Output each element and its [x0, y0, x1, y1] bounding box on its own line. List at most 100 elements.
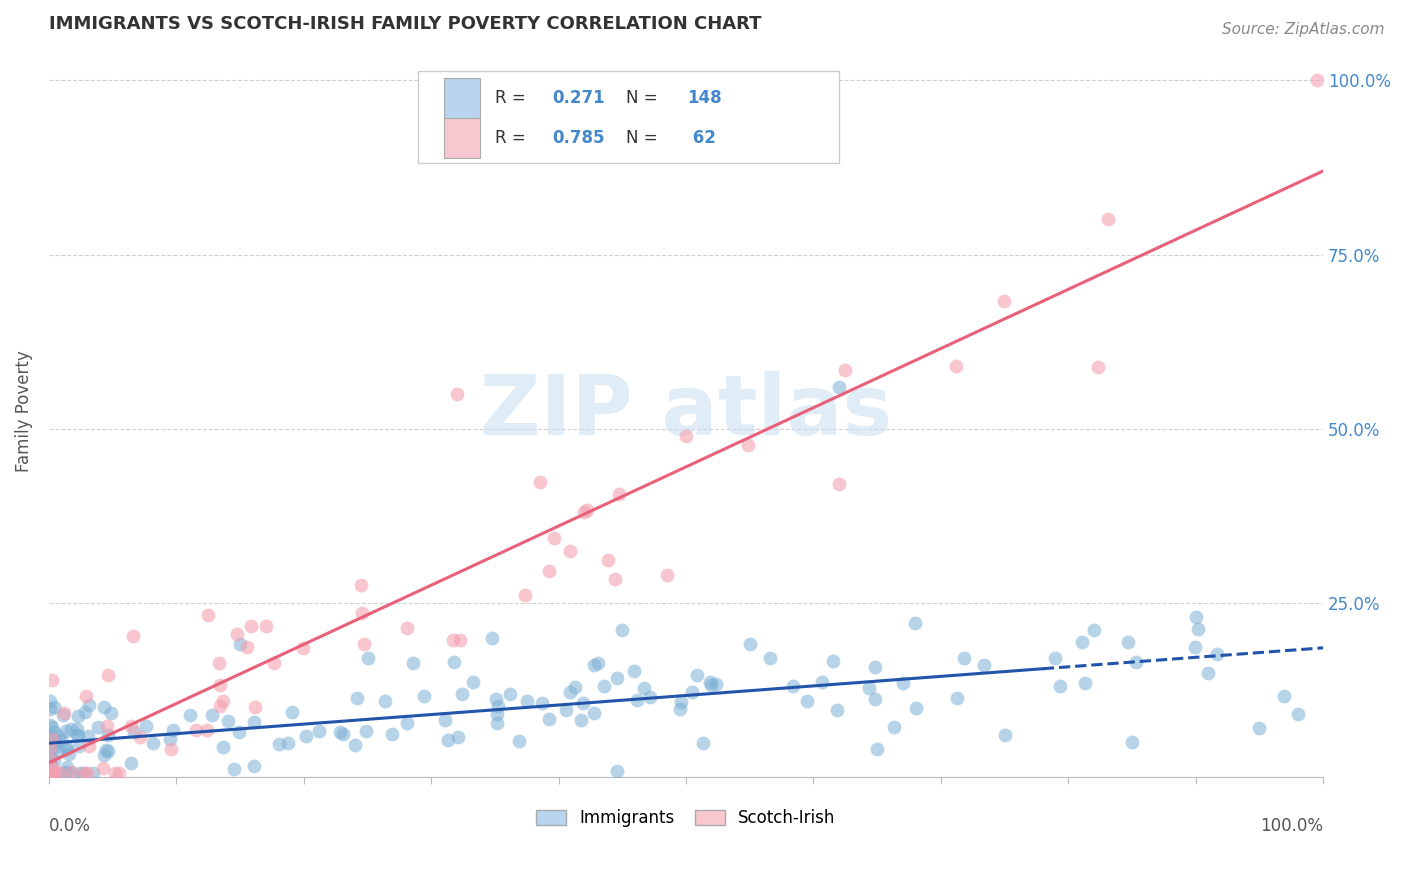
Point — [1043, 651, 1066, 665]
Point — [52, 708, 75, 723]
Point — [513, 588, 536, 602]
Point — [39, 742, 62, 756]
Point — [55, 760, 77, 774]
Point — [212, 740, 235, 755]
Point — [626, 692, 648, 706]
Point — [973, 657, 995, 672]
Point — [55, 765, 77, 780]
Bar — [444, 78, 479, 119]
Point — [834, 363, 856, 377]
Point — [42, 700, 65, 714]
Point — [381, 727, 404, 741]
Point — [120, 719, 142, 733]
Point — [277, 736, 299, 750]
Point — [243, 714, 266, 729]
Point — [39, 754, 62, 768]
Point — [93, 700, 115, 714]
Point — [891, 676, 914, 690]
Point — [41, 732, 63, 747]
Point — [1184, 640, 1206, 654]
Point — [569, 713, 592, 727]
Point — [93, 747, 115, 762]
Point — [329, 724, 352, 739]
Point — [593, 679, 616, 693]
Point — [343, 738, 366, 752]
Point — [443, 655, 465, 669]
Point — [243, 759, 266, 773]
Point — [48, 729, 70, 743]
Point — [759, 651, 782, 665]
Point — [197, 607, 219, 622]
Point — [159, 731, 181, 746]
Point — [737, 438, 759, 452]
Point — [582, 706, 605, 720]
Point — [77, 698, 100, 712]
Point — [704, 677, 727, 691]
Point — [350, 578, 373, 592]
Point — [1083, 624, 1105, 638]
Point — [1049, 679, 1071, 693]
Point — [537, 713, 560, 727]
Point — [211, 694, 233, 708]
Point — [44, 725, 66, 739]
Point — [675, 428, 697, 442]
Point — [59, 766, 82, 780]
Point — [436, 732, 458, 747]
Point — [1070, 635, 1092, 649]
Point — [55, 739, 77, 754]
Text: R =: R = — [495, 129, 531, 147]
Point — [583, 657, 606, 672]
Point — [508, 733, 530, 747]
Point — [97, 743, 120, 757]
Point — [353, 637, 375, 651]
Point — [446, 386, 468, 401]
Point — [39, 753, 62, 767]
Point — [603, 572, 626, 586]
Text: 0.785: 0.785 — [553, 129, 605, 147]
Point — [281, 706, 304, 720]
Point — [292, 640, 315, 655]
Point — [655, 567, 678, 582]
Point — [638, 690, 661, 704]
Point — [606, 671, 628, 685]
Point — [207, 656, 229, 670]
Point — [59, 722, 82, 736]
Point — [796, 694, 818, 708]
Point — [44, 734, 66, 748]
Point — [481, 631, 503, 645]
Point — [485, 715, 508, 730]
Point — [48, 743, 70, 757]
Point — [1116, 634, 1139, 648]
Point — [537, 564, 560, 578]
Point — [1249, 721, 1271, 735]
Point — [52, 706, 75, 720]
Point — [828, 477, 851, 491]
Point — [354, 723, 377, 738]
Point — [692, 736, 714, 750]
Point — [356, 651, 378, 665]
Point — [586, 656, 609, 670]
Point — [738, 637, 761, 651]
Point — [598, 553, 620, 567]
Point — [97, 728, 120, 742]
Point — [863, 691, 886, 706]
Point — [782, 679, 804, 693]
Point — [39, 731, 62, 746]
Point — [66, 728, 89, 742]
Point — [433, 713, 456, 727]
Point — [201, 707, 224, 722]
Point — [555, 703, 578, 717]
Point — [184, 723, 207, 738]
Point — [97, 668, 120, 682]
Text: R =: R = — [495, 89, 531, 107]
Point — [308, 724, 330, 739]
Point — [96, 718, 118, 732]
Point — [1187, 622, 1209, 636]
Point — [60, 764, 83, 779]
Text: Source: ZipAtlas.com: Source: ZipAtlas.com — [1222, 22, 1385, 37]
Point — [904, 616, 927, 631]
Point — [1272, 689, 1295, 703]
Point — [73, 766, 96, 780]
Point — [1286, 706, 1309, 721]
Point — [39, 766, 62, 780]
